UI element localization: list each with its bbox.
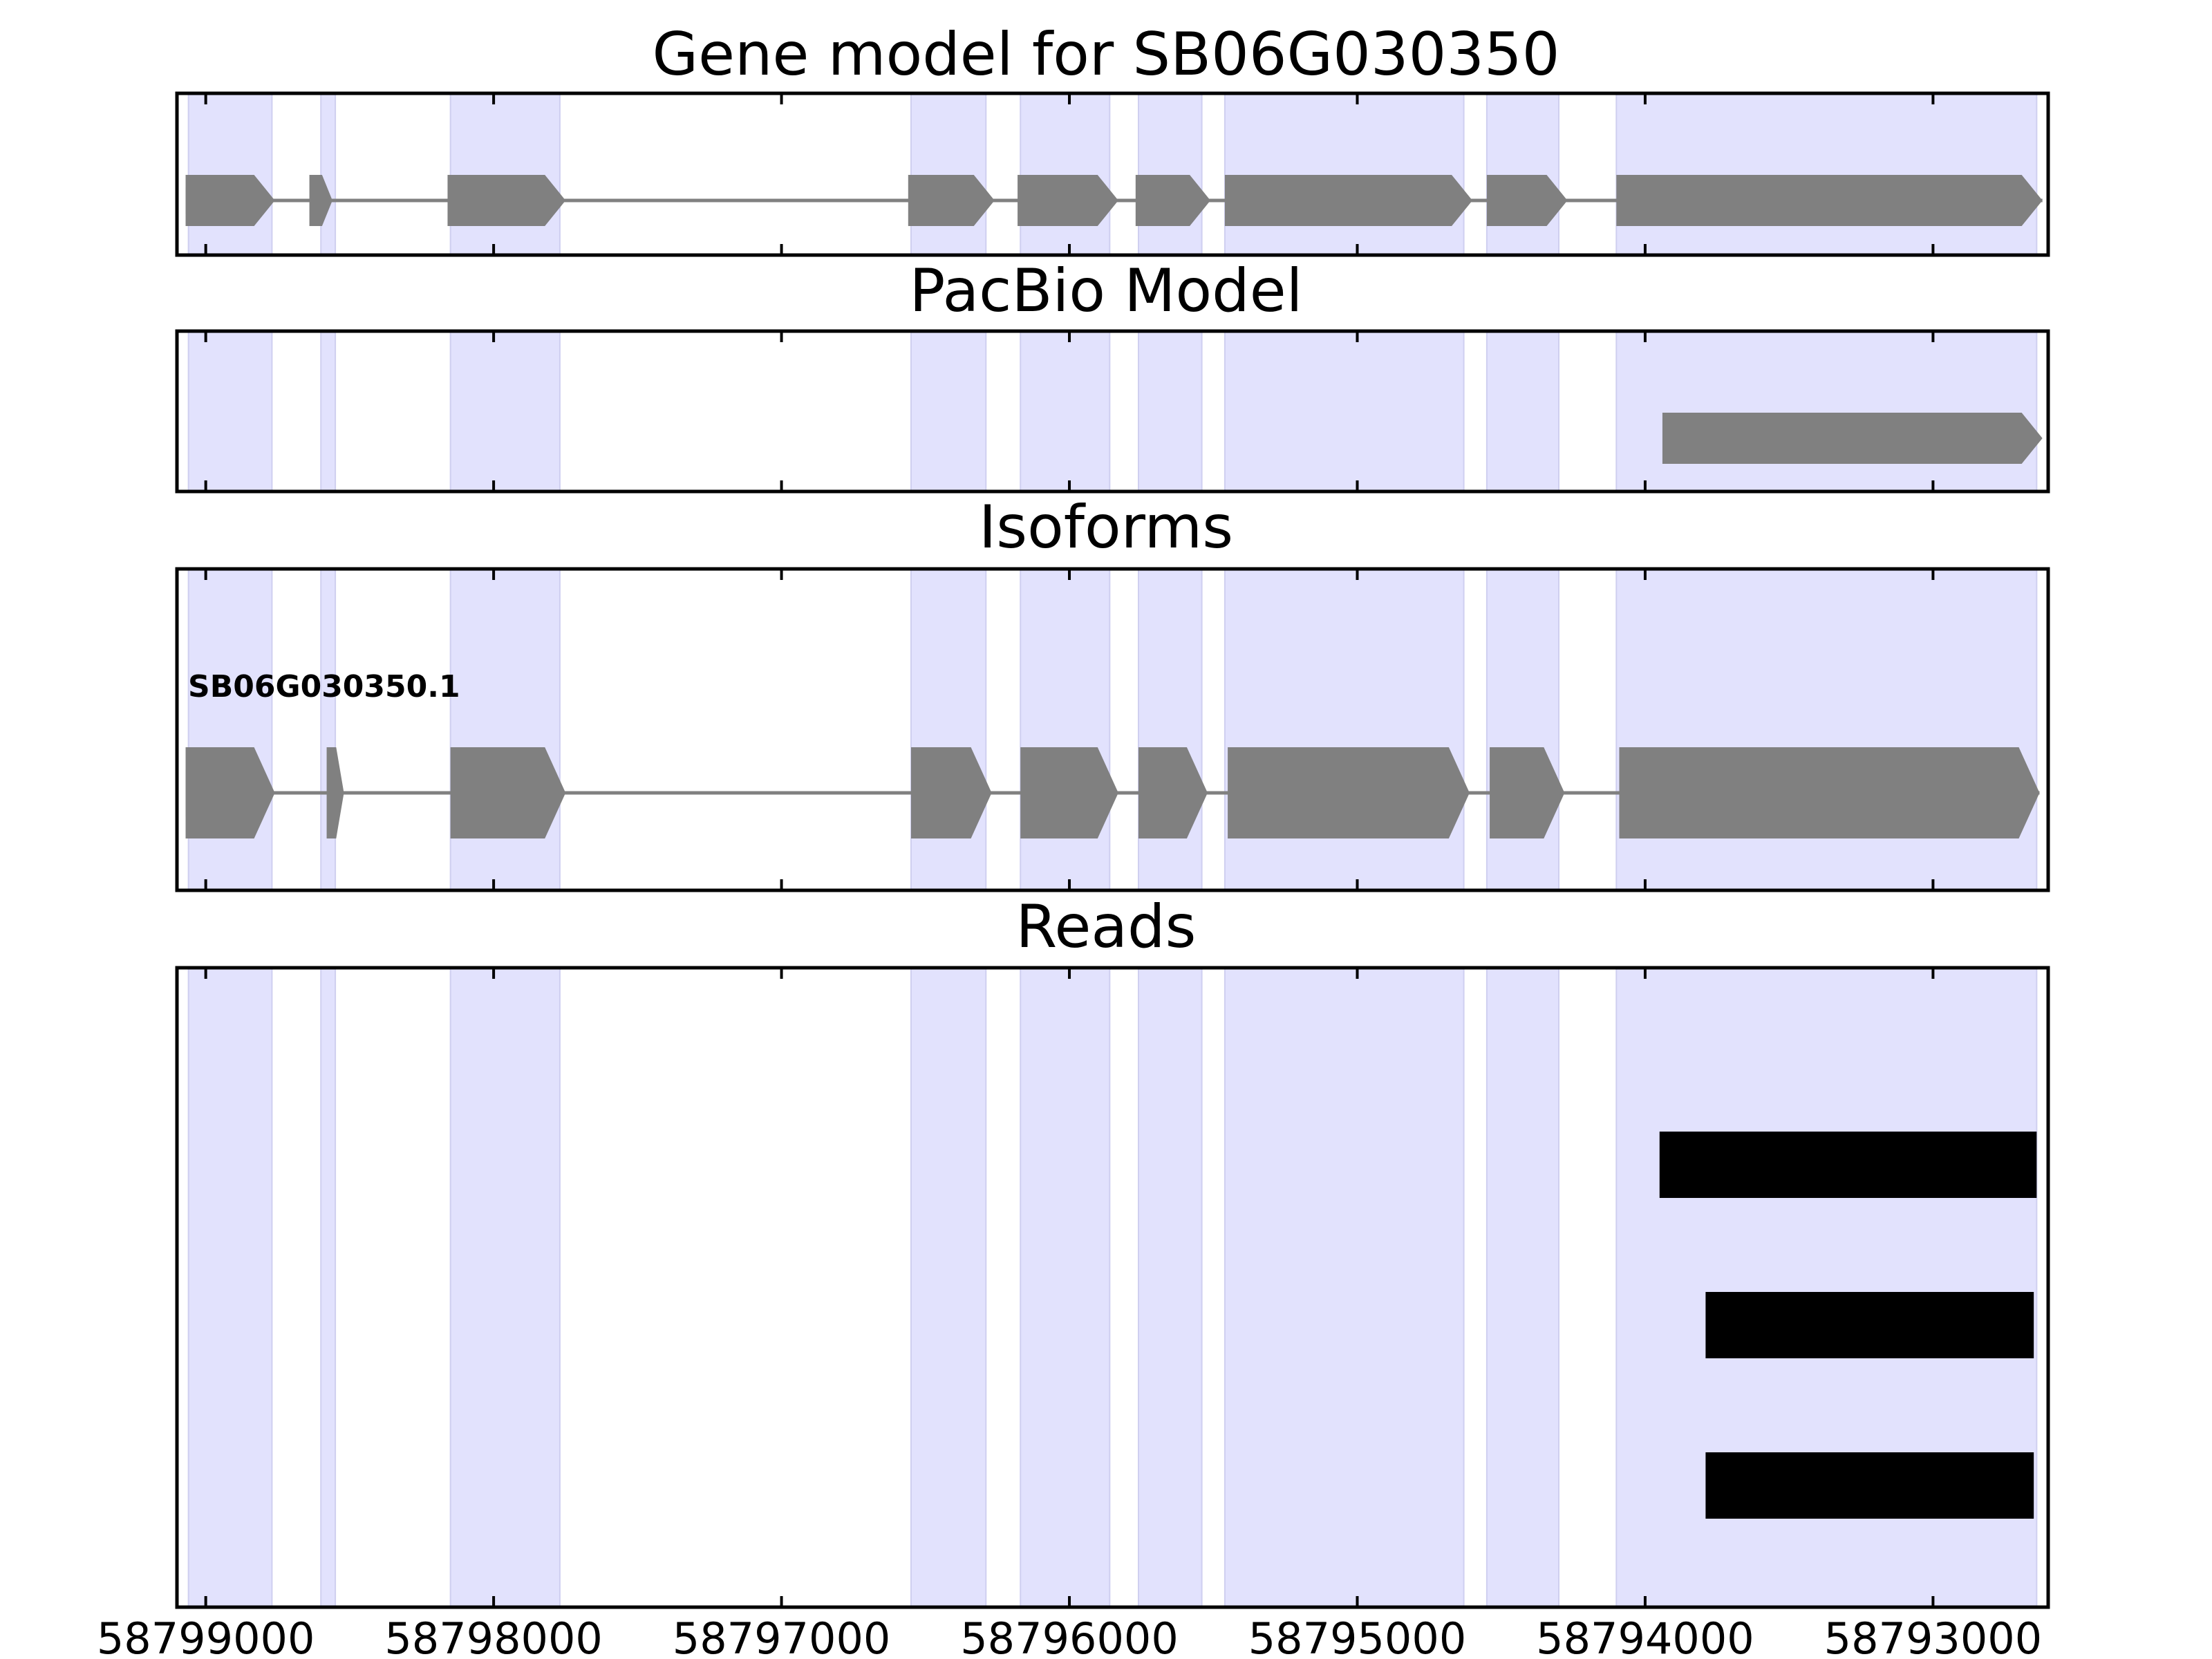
panel-title-reads: Reads — [1016, 892, 1197, 962]
exon-arrow — [447, 175, 566, 226]
exon-highlight-band — [1137, 967, 1203, 1608]
exon-arrow — [1619, 747, 2040, 838]
exon-highlight-band — [1615, 93, 2038, 256]
isoform-label: SB06G030350.1 — [188, 669, 460, 704]
exon-highlight-band — [1485, 93, 1560, 256]
exon-highlight-band — [1020, 93, 1111, 256]
exon-highlight-band — [320, 330, 337, 492]
exon-highlight-band — [320, 967, 337, 1608]
pacbio-features — [1662, 413, 2043, 464]
x-tick-label: 58798000 — [384, 1613, 603, 1659]
x-axis-tick-labels: 58799000 58798000 58797000 58796000 58795000… — [97, 1613, 2042, 1659]
exon-highlight-band — [320, 568, 337, 891]
exon-arrow — [1018, 175, 1118, 226]
isoforms-features — [185, 747, 2040, 838]
x-tick-label: 58794000 — [1536, 1613, 1754, 1659]
exon-highlight-band — [449, 568, 561, 891]
x-tick-label: 58793000 — [1824, 1613, 2043, 1659]
pacbio-axes-frame — [175, 329, 2050, 494]
exon-arrow — [185, 747, 275, 838]
exon-highlight-band — [1020, 568, 1111, 891]
exon-highlight-band — [910, 330, 987, 492]
gene-model-features — [185, 175, 2043, 226]
exon-highlight-band — [1485, 330, 1560, 492]
exon-highlight-band — [187, 568, 273, 891]
panel-pacbio: PacBio Model — [175, 256, 2050, 494]
exon-highlight-band — [1137, 568, 1203, 891]
exon-highlight-band — [1485, 568, 1560, 891]
pacbio-ticks — [204, 331, 1935, 491]
reads-ticks — [204, 968, 1935, 1607]
pacbio-exon-highlights — [187, 330, 2038, 492]
exon-arrow — [1228, 747, 1470, 838]
exon-highlight-band — [1485, 967, 1560, 1608]
reads-features — [1659, 1132, 2037, 1519]
x-tick-label: 58799000 — [97, 1613, 315, 1659]
x-tick-label: 58797000 — [673, 1613, 891, 1659]
panel-gene-model: Gene model for SB06G030350 — [175, 20, 2050, 257]
isoforms-axes-frame — [175, 567, 2050, 892]
isoforms-ticks — [204, 569, 1935, 890]
exon-highlight-band — [1020, 330, 1111, 492]
exon-highlight-band — [449, 93, 561, 256]
exon-highlight-band — [910, 93, 987, 256]
exon-arrow — [1224, 175, 1473, 226]
exon-arrow — [1486, 175, 1568, 226]
exon-highlight-band — [320, 93, 337, 256]
exon-highlight-band — [187, 967, 273, 1608]
exon-arrow — [910, 747, 992, 838]
exon-highlight-band — [187, 93, 273, 256]
reads-axes-frame — [175, 966, 2050, 1609]
exon-highlight-band — [449, 330, 561, 492]
exon-highlight-band — [1224, 967, 1465, 1608]
exon-arrow — [1662, 413, 2043, 464]
exon-arrow — [326, 747, 344, 838]
exon-highlight-band — [1137, 330, 1203, 492]
exon-arrow — [1020, 747, 1118, 838]
exon-arrow — [1490, 747, 1565, 838]
x-tick-label: 58795000 — [1248, 1613, 1467, 1659]
exon-arrow — [1135, 175, 1211, 226]
isoforms-exon-highlights — [187, 568, 2038, 891]
exon-highlight-band — [1224, 93, 1465, 256]
panel-title-pacbio: PacBio Model — [909, 256, 1302, 326]
read-bar — [1659, 1132, 2037, 1198]
panel-title-isoforms: Isoforms — [979, 493, 1233, 562]
exon-arrow — [185, 175, 275, 226]
x-tick-label: 58796000 — [960, 1613, 1179, 1659]
exon-arrow — [908, 175, 995, 226]
gene-model-axes-frame — [175, 91, 2050, 257]
exon-highlight-band — [1224, 568, 1465, 891]
exon-highlight-band — [1615, 330, 2038, 492]
gene-model-ticks — [204, 93, 1935, 255]
exon-arrow — [1616, 175, 2043, 226]
exon-highlight-band — [1224, 330, 1465, 492]
exon-arrow — [1138, 747, 1208, 838]
panel-title-gene-model: Gene model for SB06G030350 — [653, 20, 1560, 89]
exon-arrow — [450, 747, 566, 838]
exon-highlight-band — [1020, 967, 1111, 1608]
exon-arrow — [309, 175, 332, 226]
panel-isoforms: Isoforms SB06G030350.1 — [175, 493, 2050, 892]
exon-highlight-band — [1137, 93, 1203, 256]
read-bar — [1705, 1452, 2034, 1519]
gene-model-exon-highlights — [187, 93, 2038, 256]
exon-highlight-band — [187, 330, 273, 492]
panel-reads: Reads — [175, 892, 2050, 1609]
exon-highlight-band — [910, 568, 987, 891]
exon-highlight-band — [449, 967, 561, 1608]
exon-highlight-band — [910, 967, 987, 1608]
read-bar — [1705, 1292, 2034, 1358]
exon-highlight-band — [1615, 568, 2038, 891]
